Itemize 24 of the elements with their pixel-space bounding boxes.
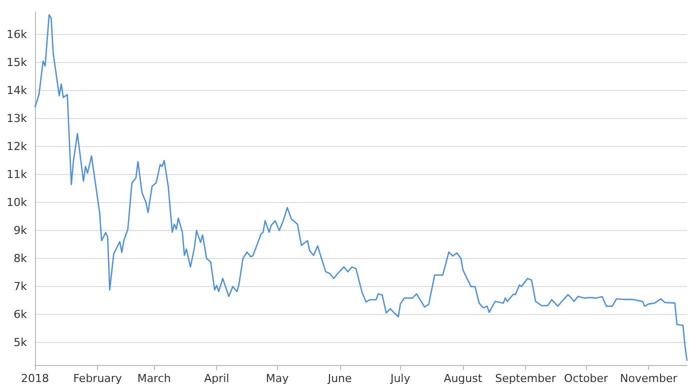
x-tick-label: February [73, 372, 122, 384]
y-tick-label: 7k [14, 280, 28, 294]
x-tick-label: June [326, 372, 352, 384]
y-tick-label: 8k [14, 252, 28, 266]
y-tick-label: 16k [6, 28, 28, 41]
y-tick-label: 11k [6, 168, 28, 181]
x-tick-label: August [444, 372, 483, 384]
y-tick-label: 13k [6, 112, 28, 125]
x-tick-label: September [495, 372, 556, 384]
x-tick-label: 2018 [21, 372, 49, 384]
line-series [34, 14, 688, 362]
x-tick-label: March [137, 372, 171, 384]
x-tick-label: April [204, 372, 230, 384]
y-tick-label: 5k [14, 336, 28, 350]
y-tick-label: 15k [6, 56, 28, 69]
x-tick-label: May [266, 372, 290, 384]
x-tick-label: July [389, 372, 411, 384]
y-tick-label: 9k [14, 224, 28, 238]
y-tick-label: 6k [14, 308, 28, 322]
x-tick-label: October [564, 372, 609, 384]
x-tick-label: November [620, 372, 678, 384]
y-tick-label: 10k [6, 196, 28, 210]
y-tick-label: 14k [6, 84, 28, 97]
y-tick-label: 12k [6, 140, 28, 153]
